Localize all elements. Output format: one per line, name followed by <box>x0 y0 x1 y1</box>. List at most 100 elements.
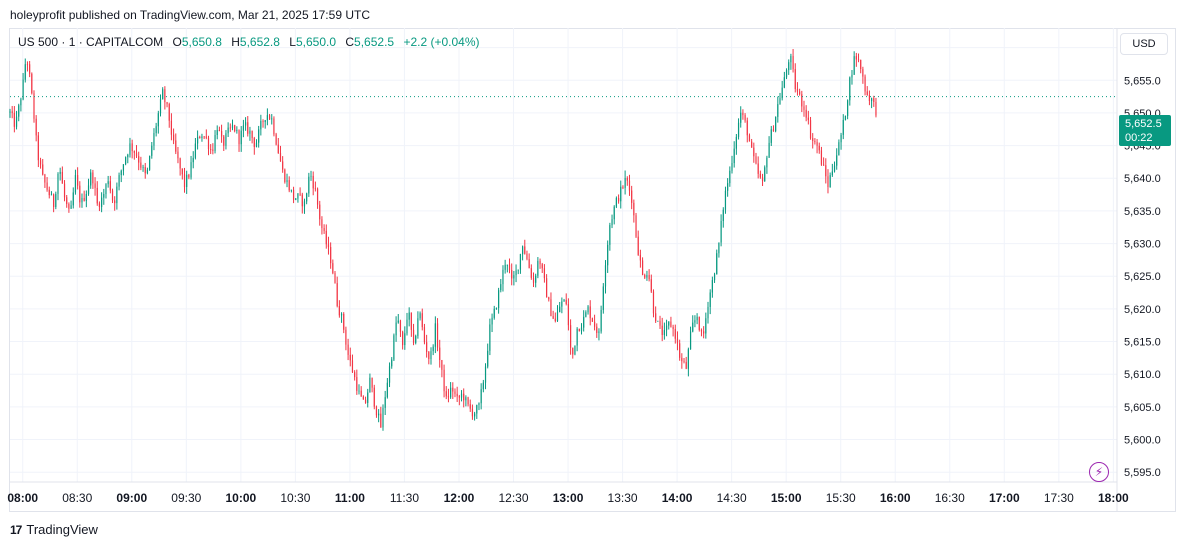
time-tick-label: 17:30 <box>1044 491 1074 505</box>
candle-body <box>402 331 404 346</box>
candle-body <box>149 155 151 170</box>
candle-body <box>559 306 561 313</box>
candle-body <box>600 309 602 332</box>
candle-body <box>587 306 589 313</box>
candle-body <box>487 350 489 367</box>
candle-body <box>576 328 578 346</box>
candle-body <box>410 312 412 330</box>
candle-body <box>292 189 295 200</box>
candle-body <box>537 260 539 276</box>
candle-body <box>384 397 386 408</box>
candle-body <box>700 329 703 332</box>
candle-body <box>460 393 463 398</box>
candle-body <box>563 299 565 302</box>
candle-body <box>118 175 120 187</box>
candle-body <box>249 130 251 134</box>
currency-button[interactable]: USD <box>1120 33 1168 55</box>
candle-body <box>622 186 624 188</box>
tradingview-brand[interactable]: 17 TradingView <box>10 522 98 537</box>
candle-body <box>127 154 129 158</box>
open-value: 5,650.8 <box>181 35 222 49</box>
candle-body <box>50 194 53 196</box>
price-tick-label: 5,625.0 <box>1124 271 1161 283</box>
time-tick-label: 11:30 <box>390 491 419 505</box>
candle-body <box>637 236 639 255</box>
candle-body <box>24 64 26 80</box>
candle-body <box>792 56 794 70</box>
candle-body <box>419 313 421 319</box>
candle-body <box>421 313 423 328</box>
candle-body <box>277 144 279 154</box>
candle-body <box>397 320 399 323</box>
lightning-icon[interactable]: ⚡ <box>1089 462 1109 482</box>
candle-body <box>360 390 362 397</box>
candle-body <box>663 330 665 336</box>
candle-body <box>445 391 447 397</box>
publish-line: holeyprofit published on TradingView.com… <box>10 8 370 22</box>
candle-body <box>129 143 131 155</box>
candle-body <box>489 324 491 351</box>
candle-body <box>768 142 770 158</box>
candle-body <box>633 202 635 216</box>
candle-body <box>223 136 225 146</box>
candle-body <box>548 297 550 300</box>
price-tick-label: 5,605.0 <box>1124 402 1161 414</box>
candle-body <box>144 167 146 174</box>
candle-body <box>227 127 229 134</box>
candle-body <box>31 73 33 94</box>
candle-body <box>98 203 101 207</box>
candle-body <box>552 316 554 319</box>
candle-body <box>696 316 698 321</box>
candle-body <box>650 279 652 292</box>
candle-body <box>670 321 672 327</box>
candle-body <box>593 321 596 327</box>
candle-body <box>480 389 482 404</box>
candle-body <box>578 328 580 332</box>
candle-body <box>751 141 753 148</box>
candle-body <box>114 200 116 204</box>
candle-body <box>644 275 646 278</box>
candle-body <box>247 122 249 134</box>
candle-body <box>761 177 764 182</box>
candle-body <box>382 407 384 428</box>
price-axis-labels: 5,660.05,655.05,650.05,645.05,640.05,635… <box>1124 43 1161 480</box>
candle-body <box>871 98 873 101</box>
candle-body <box>55 193 57 207</box>
candle-body <box>613 206 615 220</box>
candle-body <box>212 149 214 151</box>
candle-body <box>48 189 50 196</box>
candle-body <box>338 306 340 316</box>
candle-body <box>229 127 231 129</box>
candle-body <box>282 161 284 170</box>
candle-body <box>805 109 807 118</box>
candle-body <box>646 275 648 278</box>
brand-name: TradingView <box>26 522 98 537</box>
candle-body <box>220 130 223 137</box>
candle-body <box>626 178 628 181</box>
time-tick-label: 09:30 <box>171 491 201 505</box>
candle-body <box>190 162 192 178</box>
candle-body <box>524 246 526 254</box>
candle-body <box>275 134 277 145</box>
candle-body <box>373 387 375 407</box>
candle-body <box>186 174 188 187</box>
bar-countdown: 00:22 <box>1125 132 1153 144</box>
candle-body <box>450 387 452 398</box>
candle-body <box>406 319 408 334</box>
time-tick-label: 08:00 <box>7 491 38 505</box>
symbol-label[interactable]: US 500 · 1 · CAPITALCOM <box>18 35 164 49</box>
candle-body <box>386 382 388 398</box>
candle-body <box>166 102 168 105</box>
change-value: +2.2 (+0.04%) <box>403 35 480 49</box>
candle-body <box>79 185 81 203</box>
candle-body <box>864 76 866 92</box>
candle-body <box>659 320 661 326</box>
candle-body <box>469 404 471 409</box>
candle-body <box>85 193 87 201</box>
candle-body <box>849 77 851 101</box>
candle-body <box>325 230 327 245</box>
ohlc-legend: US 500 · 1 · CAPITALCOM O5,650.8 H5,652.… <box>18 35 480 49</box>
price-tick-label: 5,655.0 <box>1124 75 1161 87</box>
candle-body <box>369 377 371 393</box>
